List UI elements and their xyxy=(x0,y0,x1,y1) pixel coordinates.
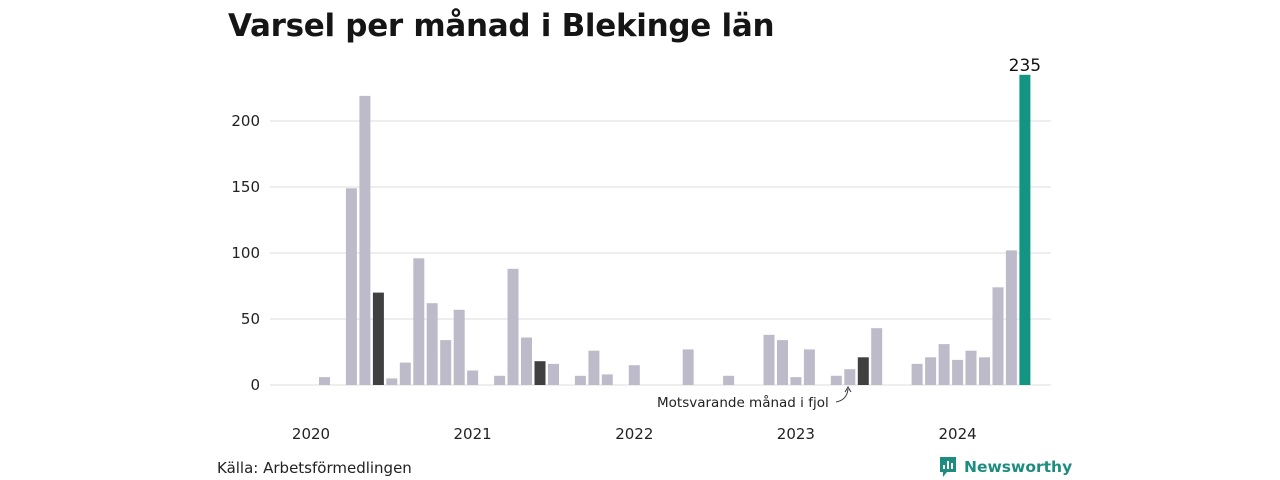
x-axis-year-labels: 2020 2021 2022 2023 2024 xyxy=(292,425,977,443)
bar xyxy=(453,309,465,385)
bar xyxy=(925,357,937,385)
y-tick-label: 150 xyxy=(231,178,260,196)
bar xyxy=(830,375,842,385)
bar xyxy=(992,287,1004,385)
highlight-value-label: 235 xyxy=(1009,56,1041,76)
bar xyxy=(548,363,559,385)
bar xyxy=(426,303,438,385)
bar xyxy=(682,349,694,385)
bar-last-year xyxy=(857,357,869,385)
source-note: Källa: Arbetsförmedlingen xyxy=(217,459,412,477)
bar xyxy=(319,377,330,385)
bar xyxy=(386,378,398,385)
bar xyxy=(952,359,964,385)
bar xyxy=(507,268,519,385)
last-year-annotation: Motsvarande månad i fjol xyxy=(657,394,829,411)
y-tick-label: 200 xyxy=(231,112,260,130)
bar xyxy=(965,350,977,385)
bar xyxy=(790,377,802,385)
x-tick-label: 2020 xyxy=(292,425,330,443)
bar xyxy=(440,340,452,385)
bar-highlight xyxy=(1019,74,1031,386)
bar-last-year xyxy=(534,361,546,385)
bar xyxy=(1005,250,1017,385)
bar xyxy=(628,365,640,385)
bar xyxy=(588,350,600,385)
bar xyxy=(494,375,506,385)
bar xyxy=(601,374,613,385)
annotation-arrowhead xyxy=(844,386,852,393)
chart-title: Varsel per månad i Blekinge län xyxy=(228,8,775,44)
x-tick-label: 2023 xyxy=(777,425,815,443)
annotation-arrow xyxy=(835,388,849,403)
bar xyxy=(777,340,788,385)
bar xyxy=(763,334,775,385)
bar xyxy=(938,344,950,385)
bars xyxy=(319,74,1031,386)
brand-name: Newsworthy xyxy=(964,458,1073,476)
gridlines xyxy=(270,120,1051,386)
y-tick-label: 0 xyxy=(250,376,260,394)
bar xyxy=(911,363,923,385)
bar xyxy=(467,370,479,385)
bar xyxy=(521,337,532,385)
newsworthy-logo-icon xyxy=(940,457,956,477)
bar xyxy=(979,357,990,385)
x-tick-label: 2024 xyxy=(939,425,977,443)
x-tick-label: 2021 xyxy=(454,425,492,443)
annotations: Motsvarande månad i fjol 235 xyxy=(657,56,1041,411)
bar xyxy=(844,369,856,385)
x-tick-label: 2022 xyxy=(615,425,653,443)
brand-logo: Newsworthy xyxy=(938,456,1072,478)
y-tick-label: 100 xyxy=(231,244,260,262)
bar xyxy=(803,349,815,385)
bar-last-year xyxy=(372,292,384,385)
y-axis-ticks: 0 50 100 150 200 xyxy=(231,112,260,394)
bar xyxy=(399,362,411,385)
bar xyxy=(359,95,371,386)
bar xyxy=(345,188,357,385)
bar xyxy=(871,328,883,385)
y-tick-label: 50 xyxy=(241,310,260,328)
bar xyxy=(413,258,425,385)
bar xyxy=(723,375,735,385)
bar xyxy=(574,375,586,385)
